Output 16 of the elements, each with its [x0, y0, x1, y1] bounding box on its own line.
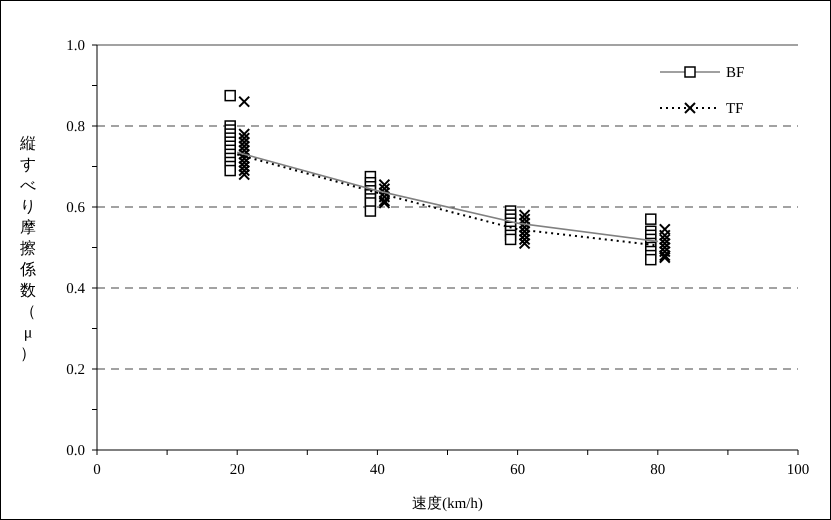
- legend-label: BF: [726, 65, 744, 81]
- x-tick-label: 60: [510, 462, 526, 478]
- y-tick-label: 0.0: [66, 443, 85, 459]
- y-tick-label: 0.4: [66, 281, 86, 297]
- x-tick-label: 40: [370, 462, 385, 478]
- legend-label: TF: [726, 101, 744, 117]
- x-tick-label: 20: [230, 462, 245, 478]
- y-tick-label: 0.6: [66, 200, 86, 216]
- x-tick-label: 100: [786, 462, 810, 478]
- y-tick-label: 1.0: [66, 38, 85, 54]
- x-axis-title: 速度(km/h): [412, 495, 483, 512]
- text: 縦すべり摩擦係数（μ）: [20, 136, 36, 362]
- y-tick-label: 0.2: [66, 362, 85, 378]
- y-tick-label: 0.8: [66, 119, 85, 135]
- x-tick-label: 0: [93, 462, 101, 478]
- x-tick-label: 80: [650, 462, 666, 478]
